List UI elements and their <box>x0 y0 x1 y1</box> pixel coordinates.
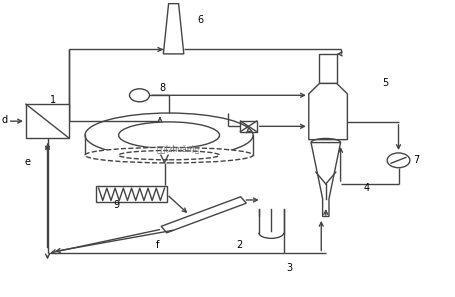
Ellipse shape <box>85 147 253 163</box>
Circle shape <box>386 153 409 168</box>
Text: 9: 9 <box>113 200 120 210</box>
Text: 1: 1 <box>50 95 56 105</box>
Text: 8: 8 <box>159 83 165 93</box>
Ellipse shape <box>118 151 219 160</box>
Polygon shape <box>310 143 340 217</box>
Polygon shape <box>308 83 347 140</box>
Text: f: f <box>156 240 159 249</box>
Text: 2: 2 <box>236 240 242 249</box>
Polygon shape <box>161 197 246 233</box>
Text: 3: 3 <box>286 263 292 273</box>
Bar <box>240 121 256 132</box>
Polygon shape <box>163 4 183 54</box>
Text: d: d <box>1 116 8 125</box>
Circle shape <box>129 89 149 102</box>
Ellipse shape <box>118 122 219 148</box>
Text: e: e <box>24 157 30 167</box>
Text: 5: 5 <box>381 78 387 89</box>
Bar <box>319 54 336 83</box>
Ellipse shape <box>85 113 253 157</box>
Text: 旋轉(zhuǎn)床: 旋轉(zhuǎn)床 <box>156 144 199 153</box>
Bar <box>96 186 167 203</box>
Bar <box>26 104 69 138</box>
Text: 4: 4 <box>363 184 369 193</box>
Text: 7: 7 <box>413 155 419 165</box>
Text: 6: 6 <box>197 15 203 25</box>
